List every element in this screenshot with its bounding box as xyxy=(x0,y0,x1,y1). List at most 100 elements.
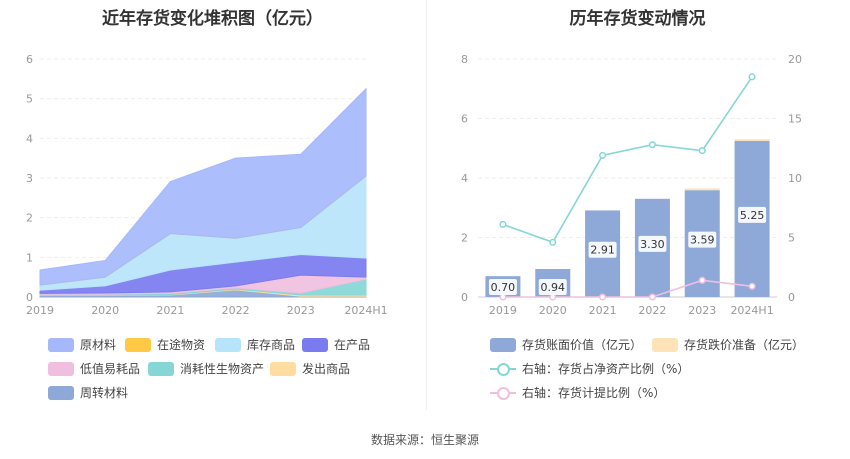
legend-label: 原材料 xyxy=(80,338,117,352)
x-tick-label: 2024H1 xyxy=(344,304,387,317)
x-tick-label: 2022 xyxy=(638,304,666,317)
y-tick-label: 2 xyxy=(26,212,33,225)
area-原材料 xyxy=(39,87,367,286)
line-point xyxy=(549,238,557,246)
line-point xyxy=(698,276,706,284)
line-point xyxy=(499,220,507,228)
legend-swatch xyxy=(652,337,678,352)
y-tick-label: 4 xyxy=(26,132,33,145)
legend-item[interactable]: 右轴：存货计提比例（%） xyxy=(490,384,665,401)
legend-item[interactable]: 右轴：存货占净资产比例（%） xyxy=(490,360,689,377)
legend-item[interactable]: 存货跌价准备（亿元） xyxy=(652,336,804,353)
bar-label-box xyxy=(488,279,517,295)
legend-swatch xyxy=(215,337,241,352)
bar-value-label: 0.70 xyxy=(491,281,516,294)
legend-item[interactable]: 存货账面价值（亿元） xyxy=(490,336,642,353)
y2-tick-label: 20 xyxy=(788,53,802,66)
x-tick-label: 2019 xyxy=(489,304,517,317)
legend-swatch xyxy=(148,361,174,376)
x-tick-label: 2023 xyxy=(287,304,315,317)
line-point xyxy=(599,293,607,301)
line-point xyxy=(648,141,656,149)
legend-label: 库存商品 xyxy=(247,338,296,352)
inventory-bar-line-chart: 0 2 4 6 8 0 5 10 15 20 2019 2020 2021 2022 2023 2024H1 0… xyxy=(461,53,802,317)
bar-value-label: 5.25 xyxy=(740,209,765,222)
x-tick-label: 2021 xyxy=(156,304,184,317)
legend-item[interactable]: 在产品 xyxy=(302,336,370,353)
line-point xyxy=(698,147,706,155)
bar-impairment xyxy=(734,139,770,141)
legend-label: 存货账面价值（亿元） xyxy=(522,338,643,352)
bar-label-box xyxy=(588,241,617,258)
line-point xyxy=(748,282,756,290)
bar-label-box xyxy=(738,206,767,223)
y2-tick-label: 15 xyxy=(788,113,802,126)
data-source-note: 数据来源：恒生聚源 xyxy=(370,433,479,447)
bar-label-box xyxy=(638,235,667,252)
legend-item[interactable]: 周转材料 xyxy=(48,384,128,401)
y-tick-label: 6 xyxy=(461,113,468,126)
legend-swatch xyxy=(270,361,296,376)
legend-label: 低值易耗品 xyxy=(80,362,141,376)
bar-impairment xyxy=(684,188,720,191)
x-tick-label: 2024H1 xyxy=(730,304,773,317)
y-tick-label: 8 xyxy=(461,53,468,66)
legend-item[interactable]: 消耗性生物资产 xyxy=(148,360,264,377)
line-point xyxy=(648,293,656,301)
stacked-area-chart: 0 1 2 3 4 5 6 2019 2020 2021 2022 2023 2024H1 xyxy=(26,53,388,317)
line-point xyxy=(549,293,557,301)
legend-swatch xyxy=(125,337,151,352)
y-tick-label: 1 xyxy=(26,251,33,264)
y-tick-label: 3 xyxy=(26,172,33,185)
legend-label: 发出商品 xyxy=(302,362,351,376)
y-tick-label: 0 xyxy=(461,291,468,304)
legend-label: 在途物资 xyxy=(157,338,206,352)
legend-swatch xyxy=(48,361,74,376)
x-tick-label: 2020 xyxy=(91,304,119,317)
legend-item[interactable]: 发出商品 xyxy=(270,360,350,377)
line-point xyxy=(499,293,507,301)
right-chart-title: 历年存货变动情况 xyxy=(569,9,706,29)
legend-label: 存货跌价准备（亿元） xyxy=(684,338,805,352)
y-tick-label: 6 xyxy=(26,53,33,66)
legend-item[interactable]: 库存商品 xyxy=(215,336,295,353)
legend-item[interactable]: 在途物资 xyxy=(125,336,205,353)
line-右轴：存货占净资产比例（%） xyxy=(502,76,753,244)
x-tick-label: 2023 xyxy=(688,304,716,317)
y2-tick-label: 0 xyxy=(788,291,795,304)
y2-tick-label: 5 xyxy=(788,232,795,245)
bar-label-box xyxy=(538,279,567,295)
bar-label-box xyxy=(688,231,717,248)
y-tick-label: 4 xyxy=(461,172,468,185)
legend-item[interactable]: 低值易耗品 xyxy=(48,360,140,377)
bar-value-label: 3.59 xyxy=(690,234,715,247)
legend-line-marker xyxy=(490,386,516,400)
legend-label: 在产品 xyxy=(334,338,371,352)
y-tick-label: 5 xyxy=(26,93,33,106)
x-tick-label: 2020 xyxy=(539,304,567,317)
legend-label: 右轴：存货占净资产比例（%） xyxy=(522,362,690,376)
line-point xyxy=(748,73,756,81)
x-tick-label: 2019 xyxy=(26,304,54,317)
x-tick-label: 2021 xyxy=(589,304,617,317)
legend-swatch xyxy=(302,337,328,352)
y-tick-label: 0 xyxy=(26,291,33,304)
line-point xyxy=(599,151,607,159)
legend-label: 周转材料 xyxy=(80,386,129,400)
y2-tick-label: 10 xyxy=(788,172,802,185)
bar-value-label: 2.91 xyxy=(590,244,615,257)
legend-item[interactable]: 原材料 xyxy=(48,336,116,353)
bar-value-label: 3.30 xyxy=(640,238,665,251)
legend-swatch xyxy=(490,337,516,352)
left-chart-title: 近年存货变化堆积图（亿元） xyxy=(102,9,323,29)
bar-value-label: 0.94 xyxy=(541,281,566,294)
legend-label: 右轴：存货计提比例（%） xyxy=(522,386,666,400)
legend-line-marker xyxy=(490,362,516,376)
line-右轴：存货计提比例（%） xyxy=(502,279,753,298)
x-tick-label: 2022 xyxy=(222,304,250,317)
y-tick-label: 2 xyxy=(461,232,468,245)
legend-label: 消耗性生物资产 xyxy=(180,362,265,376)
legend-swatch xyxy=(48,385,74,400)
legend-swatch xyxy=(48,337,74,352)
panel-divider xyxy=(426,0,427,410)
